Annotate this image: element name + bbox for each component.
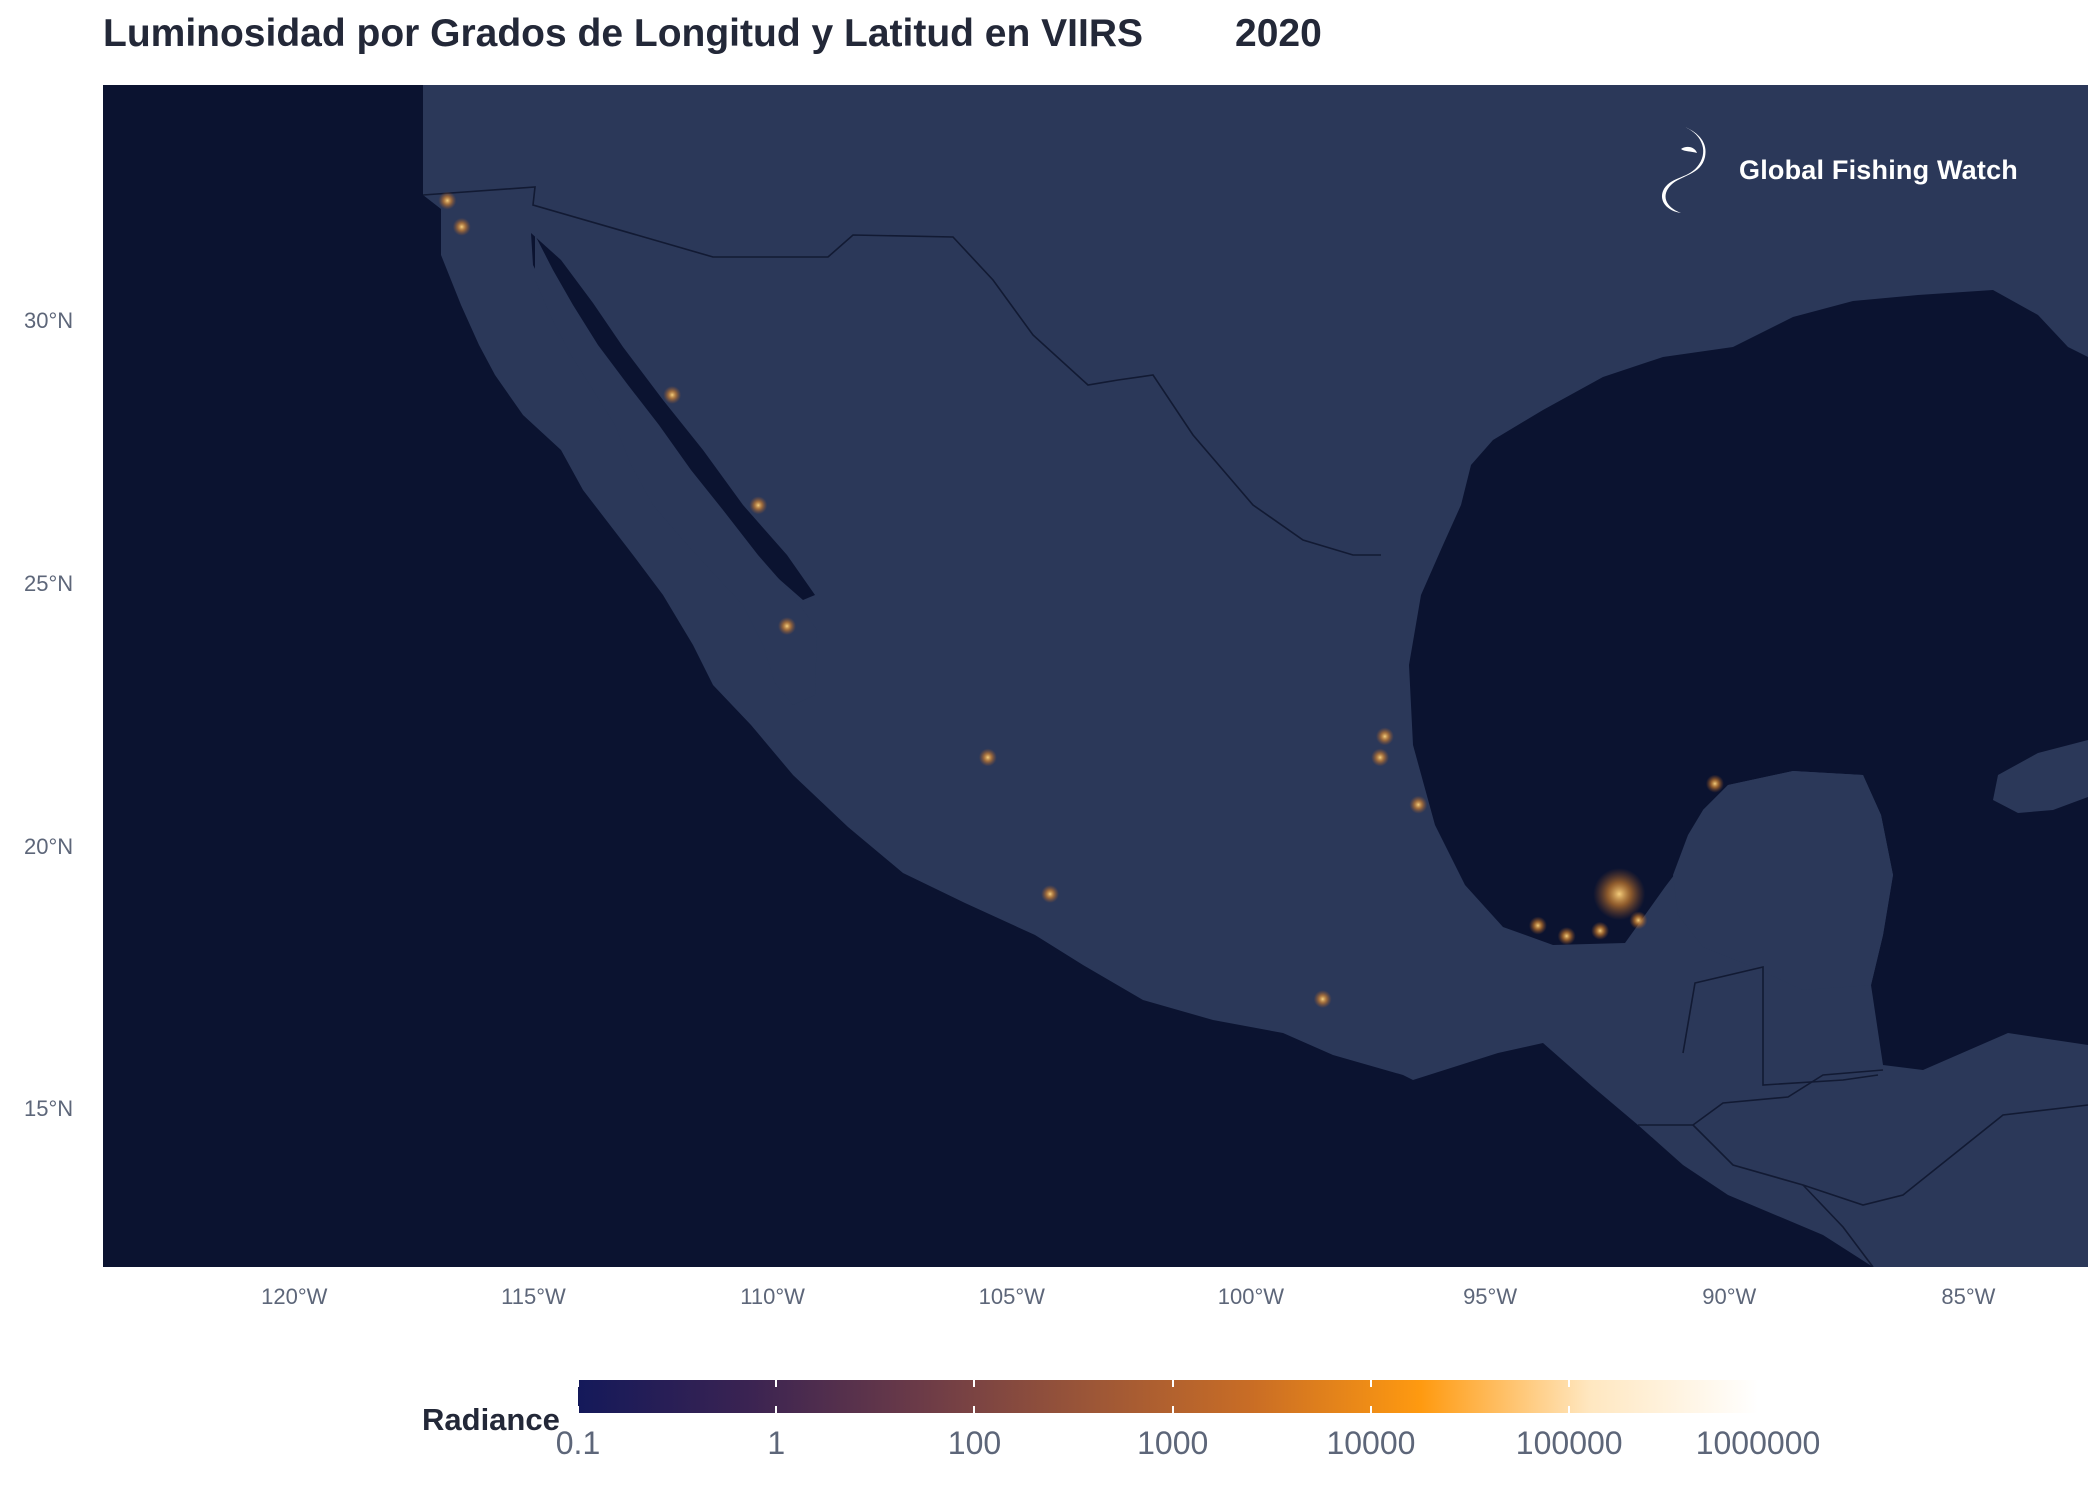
legend-tick-mark [1568, 1380, 1571, 1387]
land-north-america [423, 85, 2088, 1267]
light-hotspot [1313, 990, 1332, 1009]
light-hotspot [1371, 748, 1390, 767]
light-hotspot [1375, 727, 1394, 746]
y-tick-label: 15°N [24, 1096, 74, 1122]
y-tick-label: 20°N [24, 833, 74, 859]
legend-tick-mark [1757, 1380, 1759, 1387]
legend-tick-mark [1369, 1406, 1372, 1413]
x-tick-label: 120°W [261, 1284, 328, 1309]
legend-tick-label: 100000 [1515, 1425, 1623, 1461]
legend-color-bar [577, 1380, 1759, 1413]
light-hotspot [663, 385, 682, 404]
light-hotspot [1705, 774, 1724, 793]
light-hotspot [1629, 911, 1648, 930]
gulf-of-california [531, 233, 815, 600]
light-hotspot [1041, 885, 1060, 904]
light-hotspot [1557, 927, 1576, 946]
light-hotspot [1409, 795, 1428, 814]
legend-tick-mark [775, 1380, 778, 1387]
legend-tick-mark [1171, 1406, 1174, 1413]
legend-tick-mark [973, 1406, 976, 1413]
x-tick-label: 105°W [978, 1284, 1045, 1309]
x-tick-label: 100°W [1217, 1284, 1285, 1309]
legend-tick-mark [1568, 1406, 1571, 1413]
light-hotspot [1591, 921, 1610, 940]
legend-tick-label: 1000 [1137, 1425, 1209, 1461]
cuba-island [1993, 740, 2088, 813]
x-tick-label: 110°W [740, 1284, 805, 1309]
yucatan-peninsula [1673, 771, 1893, 990]
legend-tick-mark [973, 1380, 976, 1387]
country-borders [422, 186, 2088, 1267]
x-tick-label: 115°W [501, 1284, 566, 1309]
light-hotspot [438, 191, 457, 210]
legend-tick-mark [1757, 1406, 1759, 1413]
map-year: 2020 [1235, 12, 1322, 55]
y-tick-label: 25°N [24, 571, 74, 597]
logo: Global Fishing Watch [1657, 125, 2018, 215]
fish-icon [1661, 127, 1706, 213]
baja-california [535, 235, 817, 705]
map-area[interactable]: Global Fishing Watch [103, 85, 2088, 1267]
x-tick-label: 85°W [1941, 1284, 1996, 1309]
legend-tick-mark [775, 1406, 778, 1413]
light-hotspots [438, 191, 1724, 1009]
legend-tick-label: 10000 [1326, 1425, 1416, 1461]
legend-tick-mark [577, 1406, 579, 1413]
light-hotspot [777, 617, 796, 636]
legend-tick-label: 1 [767, 1425, 786, 1461]
light-hotspot [452, 217, 471, 236]
light-hotspot [749, 496, 768, 515]
light-hotspot [978, 748, 997, 767]
legend-tick-mark [577, 1380, 579, 1387]
legend-tick-label: 1000000 [1695, 1425, 1821, 1461]
logo-text: Global Fishing Watch [1739, 154, 2018, 185]
legend-title: Radiance [422, 1402, 560, 1437]
map-title: Luminosidad por Grados de Longitud y Lat… [103, 12, 1144, 55]
x-tick-label: 95°W [1463, 1284, 1518, 1309]
legend-tick-mark [1171, 1380, 1174, 1387]
light-hotspot [1593, 868, 1646, 921]
legend-tick-mark [1369, 1380, 1372, 1387]
legend-tick-label: 100 [947, 1425, 1002, 1461]
light-hotspot [1528, 916, 1547, 935]
legend-tick-label: 0.1 [555, 1425, 601, 1461]
map-title-row: Luminosidad por Grados de Longitud y Lat… [103, 12, 1322, 56]
x-tick-label: 90°W [1702, 1284, 1757, 1309]
map-canvas[interactable] [103, 85, 2088, 1267]
y-tick-label: 30°N [24, 308, 74, 334]
